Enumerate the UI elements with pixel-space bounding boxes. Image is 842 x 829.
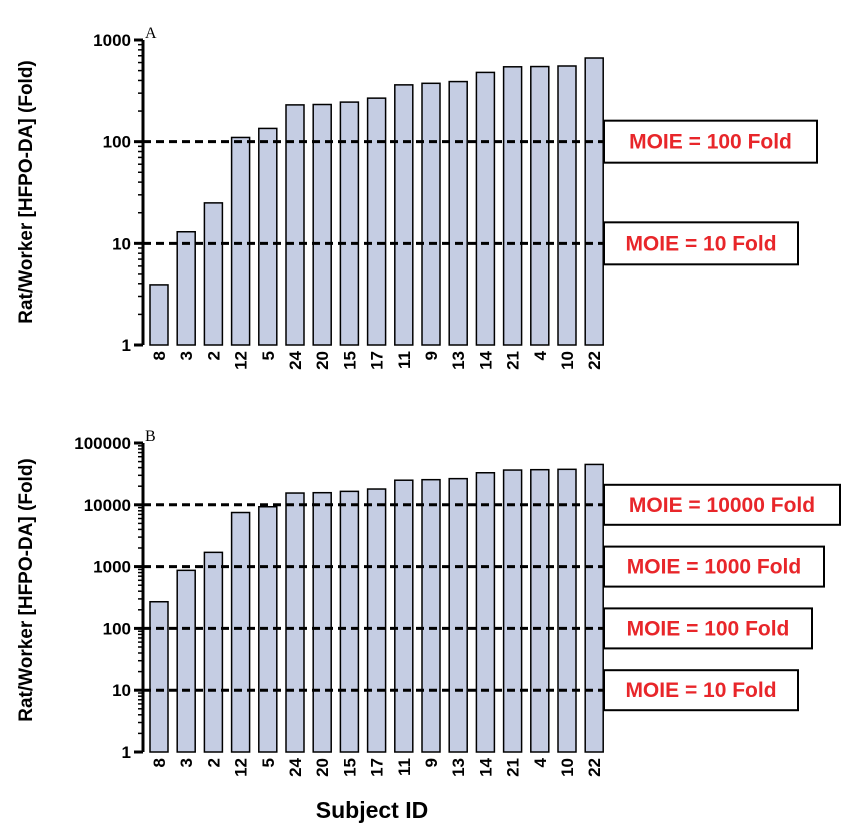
b-y-tick-label: 1000 — [93, 558, 131, 577]
b-bar-17 — [366, 488, 387, 753]
b-moie-label-box-10 — [603, 669, 799, 712]
a-bar-11 — [394, 84, 414, 346]
b-y-tick-label: 100000 — [74, 434, 131, 453]
a-bar-17 — [366, 97, 387, 346]
b-y-tick-label: 1 — [122, 743, 131, 762]
b-bar-24 — [285, 492, 305, 753]
a-x-tick-label: 21 — [504, 351, 523, 370]
b-moie-label-box-100 — [603, 607, 813, 650]
b-moie-label-1000: MOIE = 1000 Fold — [627, 556, 801, 579]
b-x-tick-label: 14 — [476, 757, 495, 776]
a-x-tick-label: 15 — [340, 351, 359, 370]
b-moie-label-box-10000 — [603, 483, 841, 526]
b-bar-22 — [584, 463, 604, 753]
b-x-tick-label: 12 — [232, 758, 251, 777]
b-y-tick-label: 10 — [112, 681, 131, 700]
b-x-tick-label: 8 — [150, 758, 169, 767]
a-moie-label-box-10 — [603, 221, 799, 266]
b-bar-12 — [230, 511, 251, 753]
b-x-tick-label: 20 — [313, 758, 332, 777]
a-moie-label-10: MOIE = 10 Fold — [625, 232, 776, 255]
a-x-tick-label: 9 — [422, 351, 441, 360]
a-x-tick-label: 22 — [585, 351, 604, 370]
a-bar-20 — [312, 103, 332, 346]
a-y-tick-label: 100 — [103, 133, 131, 152]
b-bar-8 — [149, 600, 169, 753]
b-bar-3 — [176, 569, 196, 753]
a-x-tick-label: 17 — [368, 351, 387, 370]
b-bar-11 — [394, 479, 414, 753]
a-bar-5 — [258, 127, 278, 346]
a-y-tick-label: 1000 — [93, 31, 131, 50]
a-bar-22 — [584, 57, 604, 346]
b-bar-15 — [339, 490, 360, 753]
b-x-tick-label: 11 — [395, 758, 414, 776]
a-x-tick-label: 5 — [259, 351, 278, 360]
b-x-tick-label: 9 — [422, 758, 441, 767]
b-moie-label-10: MOIE = 10 Fold — [625, 679, 776, 702]
b-bar-21 — [502, 469, 523, 753]
a-y-axis-title: Rat/Worker [HFPO-DA] (Fold) — [16, 60, 37, 324]
b-x-tick-label: 3 — [177, 758, 196, 767]
b-y-axis-title: Rat/Worker [HFPO-DA] (Fold) — [16, 458, 37, 722]
b-moie-label-100: MOIE = 100 Fold — [627, 617, 790, 640]
a-bar-10 — [557, 65, 577, 346]
a-y-tick-label: 1 — [122, 336, 131, 355]
a-bar-12 — [230, 136, 251, 346]
b-x-tick-label: 17 — [368, 758, 387, 777]
a-bar-4 — [530, 65, 550, 346]
b-bar-13 — [448, 477, 468, 753]
b-moie-label-box-1000 — [603, 545, 825, 588]
a-y-tick-label: 10 — [112, 234, 131, 253]
a-bar-21 — [502, 66, 523, 346]
a-moie-label-100: MOIE = 100 Fold — [629, 131, 792, 154]
b-x-tick-label: 2 — [204, 758, 223, 767]
a-x-tick-label: 12 — [232, 351, 251, 370]
b-y-tick-label: 100 — [103, 619, 131, 638]
a-x-tick-label: 24 — [286, 350, 305, 369]
a-bar-8 — [149, 284, 169, 346]
b-x-tick-label: 21 — [504, 758, 523, 777]
a-bar-9 — [421, 82, 441, 346]
b-x-tick-label: 22 — [585, 758, 604, 777]
a-x-tick-label: 3 — [177, 351, 196, 360]
b-x-tick-label: 10 — [558, 758, 577, 777]
b-panel-label: B — [145, 428, 156, 445]
a-x-tick-label: 4 — [531, 350, 550, 360]
x-axis-title: Subject ID — [316, 797, 428, 823]
a-x-tick-label: 20 — [313, 351, 332, 370]
a-bar-24 — [285, 104, 305, 346]
b-x-tick-label: 4 — [531, 757, 550, 767]
a-x-tick-label: 14 — [476, 350, 495, 369]
b-x-tick-label: 5 — [259, 758, 278, 767]
b-bar-2 — [203, 551, 224, 753]
a-x-tick-label: 2 — [204, 351, 223, 360]
panel-a-chart: 1 10 100 1000 8 3 2 12 5 24 20 15 17 11 9 13 14 21 4 10 22 Ra… — [16, 25, 818, 370]
a-bar-2 — [203, 202, 224, 346]
b-bar-20 — [312, 491, 332, 753]
a-bar-15 — [339, 101, 360, 346]
a-x-tick-label: 11 — [395, 351, 414, 369]
b-bar-4 — [530, 468, 550, 753]
b-bar-14 — [475, 472, 496, 753]
b-y-tick-label: 10000 — [84, 496, 131, 515]
a-x-tick-label: 8 — [150, 351, 169, 360]
b-bar-10 — [557, 468, 577, 753]
a-moie-label-box-100 — [603, 119, 818, 164]
b-moie-label-10000: MOIE = 10000 Fold — [629, 494, 815, 517]
a-bar-3 — [176, 230, 196, 346]
b-x-tick-label: 15 — [340, 758, 359, 777]
a-bar-13 — [448, 80, 468, 346]
b-bar-9 — [421, 478, 441, 753]
b-x-tick-label: 24 — [286, 757, 305, 776]
b-x-tick-label: 13 — [449, 758, 468, 777]
a-panel-label: A — [145, 25, 157, 42]
a-bar-14 — [475, 71, 496, 346]
a-x-tick-label: 10 — [558, 351, 577, 370]
a-x-tick-label: 13 — [449, 351, 468, 370]
